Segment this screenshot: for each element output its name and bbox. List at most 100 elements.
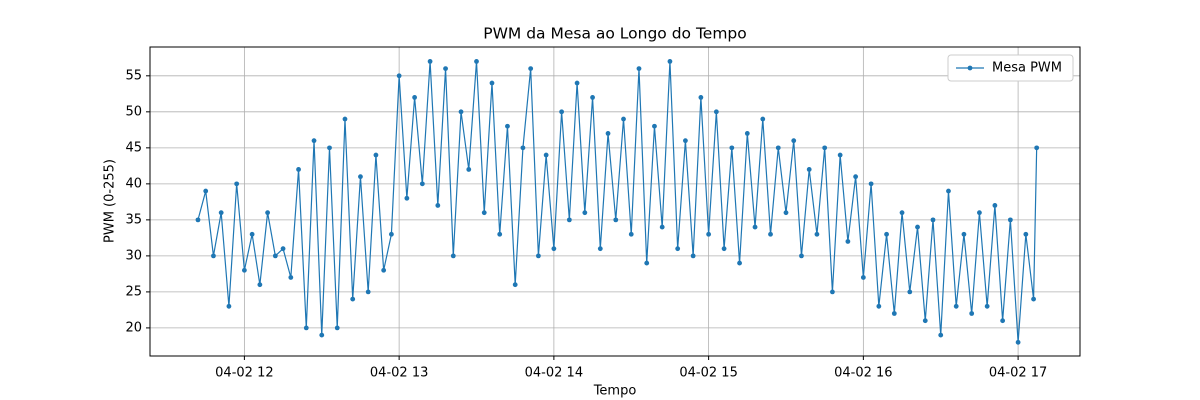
legend-label: Mesa PWM <box>992 61 1062 76</box>
point <box>799 253 804 259</box>
point <box>195 217 201 223</box>
point <box>327 145 332 151</box>
point <box>636 66 642 72</box>
point <box>543 152 549 158</box>
point <box>768 231 773 237</box>
point <box>729 145 735 151</box>
point <box>574 80 580 86</box>
point <box>358 174 363 180</box>
point <box>984 303 990 309</box>
point <box>396 73 402 79</box>
point <box>218 210 224 216</box>
point <box>713 109 719 115</box>
point <box>412 95 418 100</box>
point <box>528 66 534 72</box>
point <box>698 95 704 100</box>
legend-marker <box>967 65 973 71</box>
point <box>876 303 882 309</box>
point <box>350 296 356 302</box>
point <box>520 145 526 151</box>
point <box>737 260 742 266</box>
point <box>512 282 518 288</box>
point <box>303 325 309 331</box>
x-tick-label: 04-02 13 <box>370 366 428 381</box>
point <box>946 188 951 194</box>
point <box>605 131 611 136</box>
point <box>388 231 394 237</box>
point <box>272 253 278 259</box>
point <box>458 109 464 115</box>
point <box>311 138 317 144</box>
point <box>466 167 472 172</box>
point <box>435 203 441 208</box>
point <box>628 231 634 237</box>
point <box>249 231 255 237</box>
point <box>443 66 448 72</box>
point <box>1034 145 1040 151</box>
point <box>481 210 487 216</box>
legend-box <box>947 54 1074 82</box>
point <box>845 239 851 244</box>
plot-frame <box>149 46 1081 357</box>
x-tick-label: 04-02 17 <box>989 366 1047 381</box>
point <box>1015 339 1021 345</box>
x-tick-label: 04-02 15 <box>679 366 737 381</box>
point <box>814 231 820 237</box>
point <box>652 123 657 129</box>
point <box>551 246 557 252</box>
point <box>288 275 294 280</box>
point <box>559 109 565 115</box>
point <box>450 253 456 259</box>
y-tick-label: 50 <box>125 104 142 119</box>
point <box>419 181 425 187</box>
point <box>597 246 603 252</box>
point <box>590 95 595 100</box>
point <box>752 224 758 230</box>
point <box>644 260 650 266</box>
y-tick-label: 35 <box>125 212 142 227</box>
point <box>922 318 928 324</box>
point <box>1007 217 1013 223</box>
point <box>474 59 479 64</box>
point <box>427 59 433 64</box>
point <box>806 167 812 172</box>
point <box>760 116 766 122</box>
point <box>211 253 216 259</box>
point <box>891 311 897 316</box>
x-tick-label: 04-02 14 <box>525 366 583 381</box>
point <box>868 181 874 187</box>
point <box>744 131 750 136</box>
point <box>342 116 348 122</box>
point <box>566 217 572 223</box>
point <box>675 246 681 252</box>
point <box>265 210 271 216</box>
point <box>613 217 619 223</box>
point <box>706 231 712 237</box>
point <box>953 303 959 309</box>
point <box>860 275 866 280</box>
point <box>961 231 967 237</box>
point <box>884 231 889 237</box>
point <box>536 253 541 259</box>
chart-title: PWM da Mesa ao Longo do Tempo <box>483 25 747 43</box>
point <box>404 195 410 201</box>
point <box>373 152 379 158</box>
point <box>1031 296 1036 302</box>
point <box>667 59 673 64</box>
point <box>1000 318 1006 324</box>
point <box>582 210 588 216</box>
point <box>489 80 495 86</box>
point <box>497 231 503 237</box>
point <box>907 289 913 295</box>
point <box>659 224 665 230</box>
point <box>930 217 936 223</box>
x-tick-label: 04-02 16 <box>834 366 892 381</box>
point <box>319 332 325 338</box>
point <box>683 138 688 144</box>
point <box>505 123 510 129</box>
point <box>621 116 626 122</box>
point <box>915 224 920 230</box>
point <box>938 332 944 338</box>
point <box>853 174 859 180</box>
